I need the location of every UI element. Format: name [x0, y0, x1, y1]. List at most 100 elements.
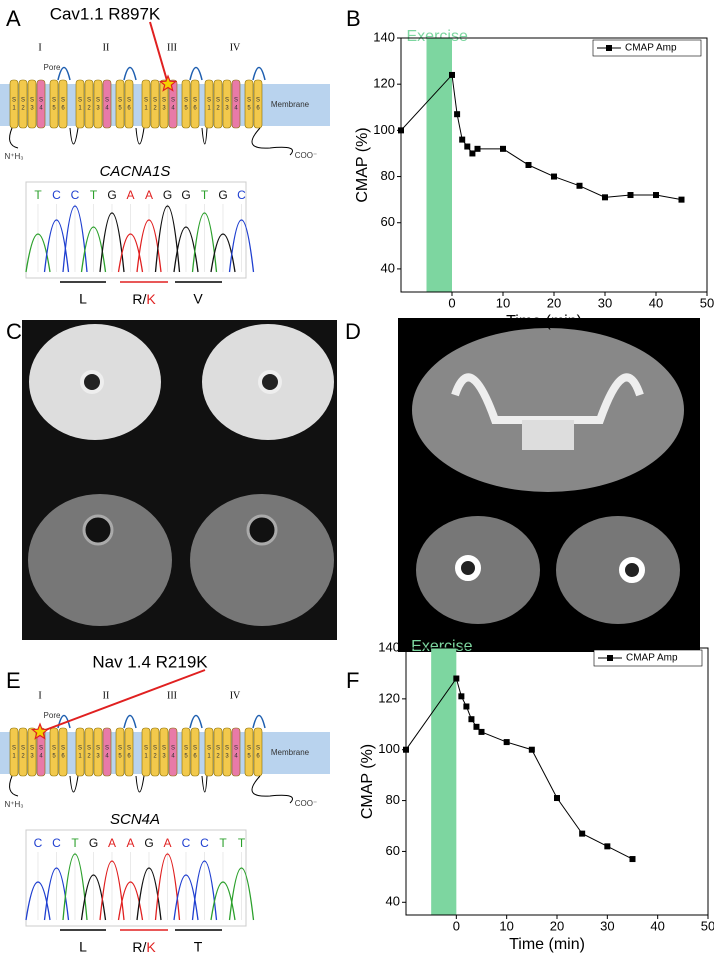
segment-number: 3	[96, 754, 100, 760]
segment-letter: S	[52, 746, 56, 752]
c-tail	[251, 775, 293, 804]
data-point	[579, 830, 586, 837]
segment-letter: S	[234, 98, 238, 104]
membrane-label: Membrane	[271, 100, 310, 109]
panel-letter: C	[6, 319, 22, 344]
segment-letter: S	[87, 746, 91, 752]
x-tick-label: 20	[550, 918, 564, 933]
y-tick-label: 80	[381, 168, 395, 183]
segment-letter: S	[96, 98, 100, 104]
exercise-band	[431, 648, 457, 915]
x-tick-label: 0	[448, 295, 455, 310]
membrane-label: Membrane	[271, 748, 310, 757]
helix	[181, 727, 191, 777]
n-terminus: N⁺H₃	[4, 152, 23, 161]
n-tail	[9, 127, 19, 149]
segment-number: 5	[184, 106, 188, 112]
base-call: T	[219, 836, 227, 850]
y-tick-label: 80	[386, 792, 400, 807]
segment-letter: S	[225, 98, 229, 104]
base-call: C	[52, 836, 61, 850]
codon-wild: R/	[132, 939, 146, 955]
codon-wild: R/	[132, 291, 146, 307]
x-tick-label: 10	[496, 295, 510, 310]
base-call: T	[201, 188, 209, 202]
peak	[117, 233, 144, 273]
segment-letter: S	[127, 98, 131, 104]
linker	[135, 127, 145, 145]
segment-number: 3	[225, 754, 229, 760]
helix	[141, 79, 151, 129]
segment-letter: S	[256, 98, 260, 104]
domain-label: I	[38, 42, 41, 53]
base-call: C	[237, 188, 246, 202]
loop	[189, 66, 203, 81]
segment-letter: S	[153, 746, 157, 752]
helix	[222, 727, 232, 777]
data-point	[454, 111, 461, 118]
peak	[80, 874, 107, 921]
segment-number: 1	[144, 106, 148, 112]
segment-number: 1	[78, 754, 82, 760]
x-tick-label: 50	[701, 918, 714, 933]
data-point	[678, 196, 685, 203]
linker	[69, 127, 79, 145]
helix	[93, 727, 103, 777]
base-call: A	[145, 188, 153, 202]
data-point	[468, 716, 475, 723]
segment-number: 5	[184, 754, 188, 760]
helix	[124, 79, 134, 129]
segment-letter: S	[193, 98, 197, 104]
segment-number: 1	[207, 754, 211, 760]
domain-label: II	[103, 42, 110, 53]
gene-name: SCN4A	[110, 811, 160, 828]
segment-letter: S	[78, 746, 82, 752]
base-call: A	[126, 836, 134, 850]
helix	[49, 727, 59, 777]
helix	[190, 727, 200, 777]
y-tick-label: 100	[373, 122, 395, 137]
segment-number: 5	[247, 106, 251, 112]
n-tail	[9, 775, 19, 797]
peak	[210, 233, 236, 273]
helix	[222, 79, 232, 129]
helix	[124, 727, 134, 777]
segment-number: 4	[105, 106, 109, 112]
data-point	[653, 192, 659, 199]
segment-number: 4	[234, 754, 238, 760]
peak	[62, 205, 88, 273]
base-call: G	[144, 836, 153, 850]
base-call: A	[108, 836, 116, 850]
helix	[9, 79, 19, 129]
codon-label: L	[79, 291, 87, 307]
x-tick-label: 50	[700, 295, 714, 310]
domain-label: III	[167, 42, 177, 53]
helix	[150, 79, 160, 129]
segment-number: 3	[96, 106, 100, 112]
segment-letter: S	[207, 98, 211, 104]
data-point	[604, 843, 611, 850]
loop	[189, 714, 203, 729]
segment-letter: S	[234, 746, 238, 752]
legend-label: CMAP Amp	[626, 653, 678, 664]
x-tick-label: 30	[598, 295, 612, 310]
segment-number: 5	[247, 754, 251, 760]
linker	[201, 127, 208, 145]
segment-letter: S	[30, 746, 34, 752]
helix	[253, 79, 263, 129]
peak	[154, 205, 181, 273]
segment-number: 6	[193, 754, 197, 760]
y-tick-label: 60	[386, 843, 400, 858]
codon-label: L	[79, 939, 87, 955]
segment-letter: S	[96, 746, 100, 752]
peak	[228, 867, 255, 921]
panel-letter: E	[6, 668, 21, 693]
segment-number: 6	[193, 106, 197, 112]
segment-number: 4	[171, 106, 175, 112]
y-axis-label: CMAP (%)	[359, 744, 376, 819]
helix	[190, 79, 200, 129]
segment-letter: S	[184, 746, 188, 752]
data-point	[629, 856, 636, 863]
data-point	[503, 739, 510, 746]
base-call: C	[182, 836, 191, 850]
